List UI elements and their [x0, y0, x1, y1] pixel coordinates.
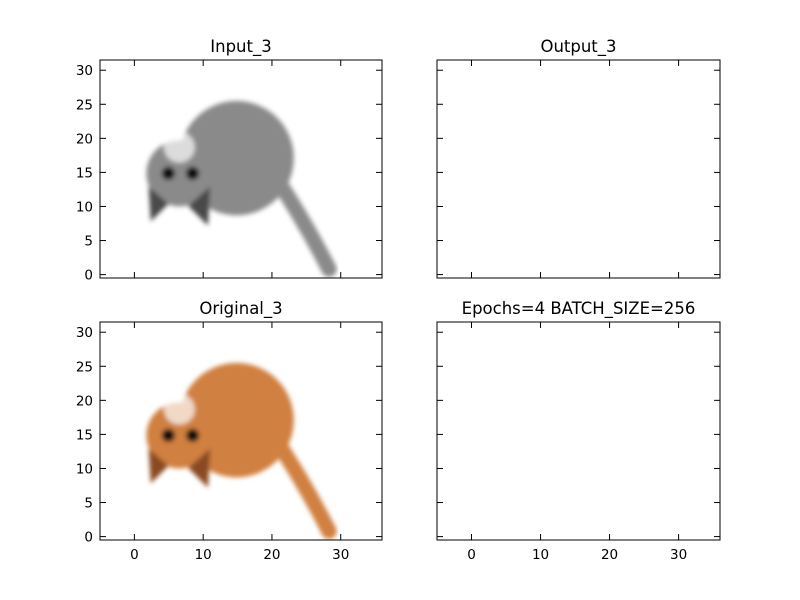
y-tick-label: 20 — [76, 393, 93, 409]
y-tick-label: 15 — [76, 165, 93, 181]
muzzle — [163, 393, 195, 425]
x-tick-label: 0 — [467, 547, 476, 563]
y-tick-label: 5 — [84, 234, 93, 250]
ear — [148, 448, 169, 484]
eye — [185, 166, 200, 180]
axes-frame — [99, 321, 383, 541]
chart-title: Epochs=4 BATCH_SIZE=256 — [462, 299, 696, 319]
ticks — [437, 60, 720, 278]
x-tick-label: 0 — [130, 547, 139, 563]
x-tick-label: 20 — [601, 547, 618, 563]
x-tick-label: 10 — [195, 547, 212, 563]
axes-frame — [436, 59, 721, 279]
subplot-epochs: Epochs=4 BATCH_SIZE=256 0 10 20 30 — [436, 299, 721, 563]
muzzle — [163, 131, 195, 163]
y-tick-label: 30 — [76, 63, 93, 79]
y-tick-label: 25 — [76, 97, 93, 113]
ear — [188, 448, 211, 488]
y-tick-label: 10 — [76, 199, 93, 215]
ticks: 0 10 20 30 0 5 10 15 20 25 30 — [76, 322, 382, 563]
y-tick-label: 15 — [76, 427, 93, 443]
x-tick-label: 30 — [670, 547, 687, 563]
subplot-output: Output_3 — [436, 37, 721, 279]
x-tick-label: 30 — [332, 547, 349, 563]
y-tick-label: 5 — [84, 496, 93, 512]
y-tick-label: 25 — [76, 359, 93, 375]
image-original — [146, 362, 337, 539]
y-tick-label: 0 — [84, 530, 93, 546]
x-tick-label: 10 — [532, 547, 549, 563]
eye — [185, 428, 200, 442]
y-tick-label: 10 — [76, 461, 93, 477]
head — [146, 402, 213, 469]
subplot-original: Original_3 0 10 20 30 0 5 10 15 20 25 30 — [76, 299, 383, 563]
axes-frame — [99, 59, 383, 279]
ear — [188, 186, 211, 226]
head — [146, 140, 213, 207]
image-subject — [146, 362, 337, 539]
ticks: 0 5 10 15 20 25 30 — [76, 60, 382, 284]
eye — [161, 166, 175, 180]
y-tick-label: 20 — [76, 131, 93, 147]
chart-title: Output_3 — [540, 37, 616, 57]
ear — [148, 186, 169, 222]
subplot-input: Input_3 0 5 10 15 20 25 30 — [76, 37, 383, 284]
y-tick-label: 0 — [84, 268, 93, 284]
eye — [161, 428, 175, 442]
x-tick-label: 20 — [263, 547, 280, 563]
axes-frame — [436, 321, 721, 541]
image-subject — [146, 100, 337, 277]
image-input — [146, 100, 337, 277]
y-tick-label: 30 — [76, 325, 93, 341]
chart-title: Original_3 — [199, 299, 282, 319]
chart-title: Input_3 — [210, 37, 271, 57]
ticks: 0 10 20 30 — [437, 322, 720, 563]
